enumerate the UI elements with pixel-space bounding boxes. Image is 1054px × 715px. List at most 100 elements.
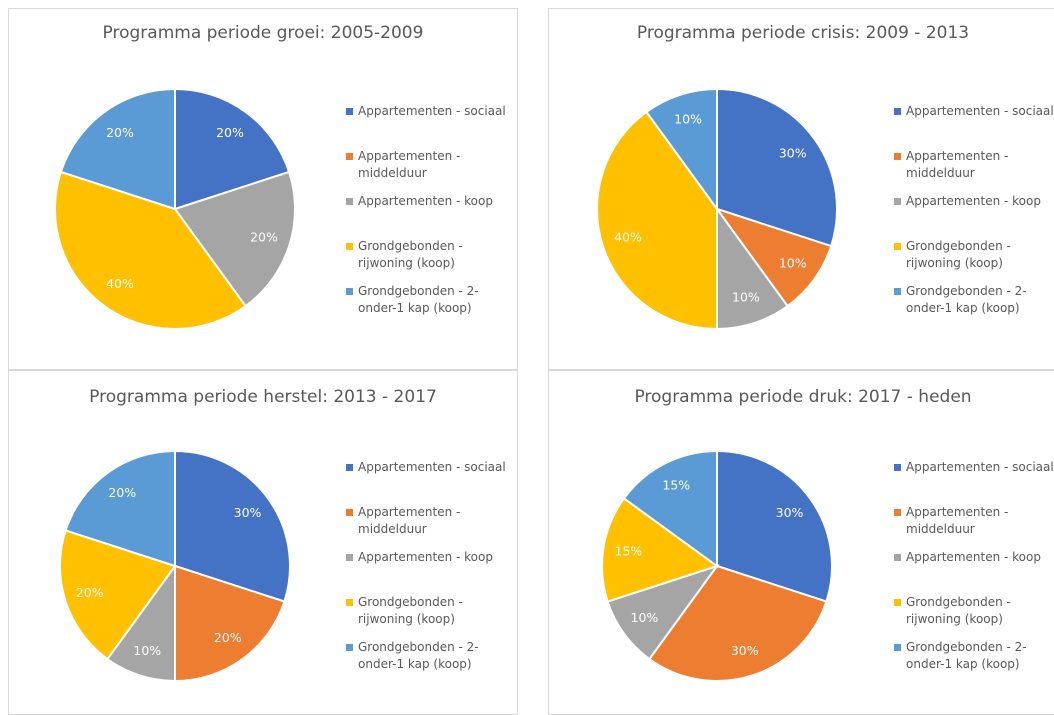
legend-item: Grondgebonden - rijwoning (koop) [894, 238, 1054, 272]
pie-slice [601, 497, 720, 603]
pie-slice [596, 110, 718, 331]
pie-slice [716, 449, 833, 603]
legend-label: Grondgebonden - rijwoning (koop) [906, 595, 1011, 626]
data-label: 10% [674, 111, 702, 126]
legend-swatch [346, 153, 353, 160]
chart-panel: 20% 20% 40% 20% Appartementen - sociaal Appar… [8, 8, 518, 370]
pie-slice [716, 87, 838, 248]
legend-swatch [894, 464, 901, 471]
pie-slice [606, 564, 720, 661]
legend-swatch [894, 554, 901, 561]
legend-swatch [894, 198, 901, 205]
data-label: 20% [108, 485, 136, 500]
legend-label: Appartementen - sociaal [906, 104, 1054, 118]
data-label: 40% [614, 229, 642, 244]
legend-item: Appartementen - middelduur [346, 148, 516, 182]
data-label: 30% [776, 505, 804, 520]
pie-slice [173, 170, 296, 308]
data-label: 10% [133, 643, 161, 658]
legend-label: Grondgebonden - 2-onder-1 kap (koop) [358, 640, 479, 671]
legend-label: Appartementen - middelduur [906, 505, 1009, 536]
legend-label: Appartementen - sociaal [358, 104, 506, 118]
data-label: 30% [731, 643, 759, 658]
chart-panel: 30% 30% 10% 15% 15% Appartementen - sociaal Ap… [548, 370, 1054, 715]
legend-swatch [346, 243, 353, 250]
pie-slice [174, 564, 286, 683]
legend-swatch [894, 153, 901, 160]
pie-slice [714, 207, 833, 308]
pie-slice [59, 87, 176, 211]
legend-item: Grondgebonden - rijwoning (koop) [346, 594, 516, 628]
legend-item: Appartementen - koop [346, 549, 516, 566]
legend-swatch [894, 644, 901, 651]
data-label: 15% [615, 543, 643, 558]
pie-chart: 30% 10% 10% 40% 10% [596, 87, 838, 331]
legend-item: Appartementen - sociaal [894, 459, 1054, 476]
legend-label: Grondgebonden - 2-onder-1 kap (koop) [906, 284, 1027, 315]
chart-panel: 30% 10% 10% 40% 10% Appartementen - sociaal Ap… [548, 8, 1054, 370]
legend-item: Grondgebonden - 2-onder-1 kap (koop) [894, 283, 1054, 317]
pie-slice [54, 170, 247, 330]
pie-slice [64, 449, 176, 568]
chart-title: Programma periode crisis: 2009 - 2013 [636, 23, 970, 43]
legend-label: Appartementen - sociaal [358, 460, 506, 474]
pie-slice [648, 564, 828, 682]
legend-label: Appartementen - middelduur [906, 149, 1009, 180]
legend-swatch [346, 509, 353, 516]
legend-item: Grondgebonden - 2-onder-1 kap (koop) [346, 283, 516, 317]
data-label: 20% [76, 585, 104, 600]
pie-slice [59, 529, 177, 661]
chart-title: Programma periode druk: 2017 - heden [634, 387, 972, 407]
legend-swatch [346, 644, 353, 651]
legend-swatch [894, 288, 901, 295]
legend-swatch [894, 599, 901, 606]
chart-panel: 30% 20% 10% 20% 20% Appartementen - sociaal Ap… [8, 370, 518, 715]
legend-swatch [346, 288, 353, 295]
legend-swatch [894, 108, 901, 115]
legend-label: Grondgebonden - 2-onder-1 kap (koop) [358, 284, 479, 315]
legend-swatch [346, 108, 353, 115]
data-label: 20% [106, 125, 134, 140]
pie-slice [622, 449, 718, 568]
legend-item: Appartementen - sociaal [346, 103, 516, 120]
pie-chart: 20% 20% 40% 20% [54, 87, 296, 330]
legend-item: Appartementen - sociaal [346, 459, 516, 476]
legend-label: Grondgebonden - rijwoning (koop) [358, 595, 463, 626]
legend-swatch [346, 599, 353, 606]
legend-label: Appartementen - koop [906, 194, 1041, 208]
pie-slice [174, 449, 291, 603]
legend-label: Grondgebonden - rijwoning (koop) [906, 239, 1011, 270]
legend-item: Appartementen - koop [894, 193, 1054, 210]
legend-item: Grondgebonden - rijwoning (koop) [894, 594, 1054, 628]
legend-label: Appartementen - koop [358, 550, 493, 564]
data-label: 15% [662, 478, 690, 493]
legend-label: Appartementen - koop [906, 550, 1041, 564]
pie-slice [106, 562, 176, 683]
data-label: 30% [779, 145, 807, 160]
legend-item: Grondgebonden - rijwoning (koop) [346, 238, 516, 272]
legend-swatch [894, 509, 901, 516]
legend-item: Appartementen - middelduur [346, 504, 516, 538]
data-label: 40% [106, 276, 134, 291]
legend-label: Grondgebonden - rijwoning (koop) [358, 239, 463, 270]
legend-item: Appartementen - koop [894, 549, 1054, 566]
legend-label: Appartementen - koop [358, 194, 493, 208]
pie-chart: 30% 30% 10% 15% 15% [601, 449, 833, 682]
chart-title: Programma periode groei: 2005-2009 [102, 23, 424, 43]
legend-item: Grondgebonden - 2-onder-1 kap (koop) [894, 639, 1054, 673]
legend-swatch [346, 554, 353, 561]
legend-item: Appartementen - middelduur [894, 504, 1054, 538]
legend-swatch [346, 198, 353, 205]
legend-swatch [346, 464, 353, 471]
legend-label: Appartementen - middelduur [358, 505, 461, 536]
data-label: 10% [631, 610, 659, 625]
pie-chart: 30% 20% 10% 20% 20% [59, 449, 291, 683]
legend-label: Grondgebonden - 2-onder-1 kap (koop) [906, 640, 1027, 671]
data-label: 20% [250, 229, 278, 244]
legend-label: Appartementen - middelduur [358, 149, 461, 180]
legend-item: Appartementen - middelduur [894, 148, 1054, 182]
data-label: 20% [216, 125, 244, 140]
data-label: 10% [732, 290, 760, 305]
legend-item: Appartementen - sociaal [894, 103, 1054, 120]
